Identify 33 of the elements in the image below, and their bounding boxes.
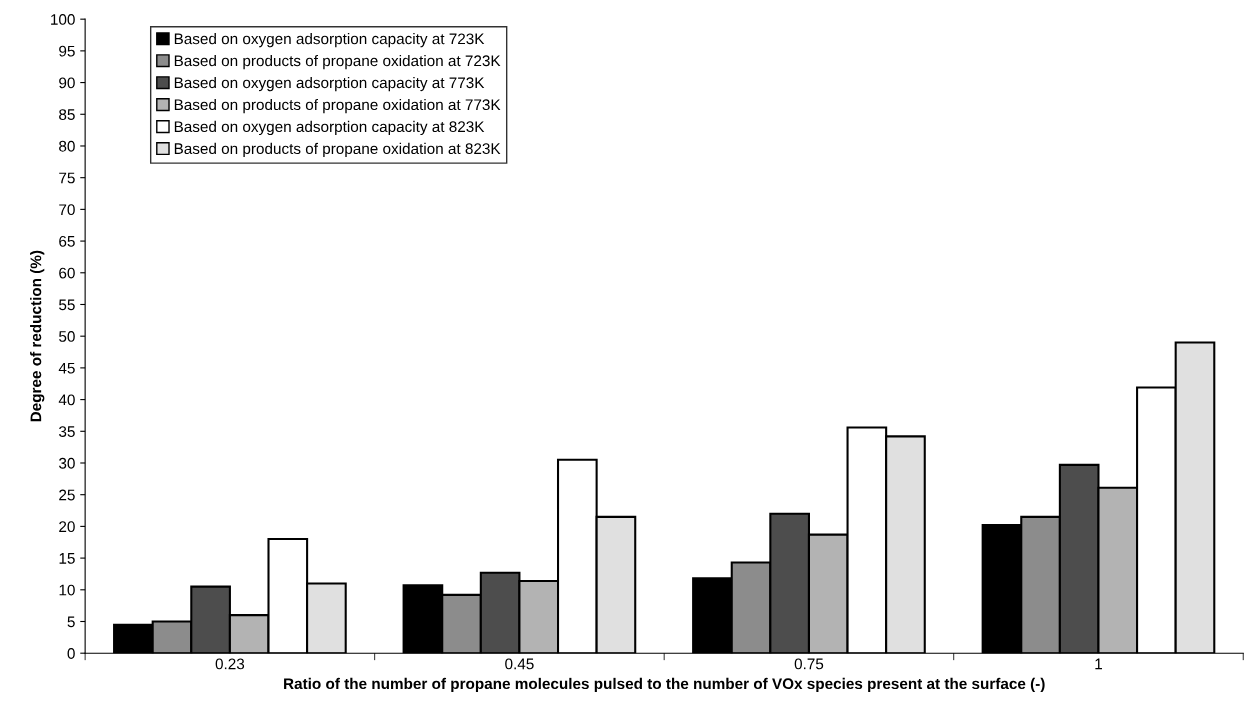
y-tick-label: 30 [59, 457, 75, 469]
y-axis-title: Degree of reduction (%) [30, 250, 45, 422]
y-tick-label: 45 [58, 362, 75, 374]
y-tick-label: 5 [67, 616, 75, 628]
y-tick-label: 70 [59, 204, 75, 216]
legend-label: Based on oxygen adsorption capacity at 723K [174, 33, 485, 48]
y-tick-label: 0 [67, 648, 75, 659]
legend-label: Based on oxygen adsorption capacity at 773K [174, 76, 485, 92]
y-tick-label: 90 [59, 77, 75, 89]
y-tick-label: 100 [51, 14, 75, 25]
legend-label: Based on products of propane oxidation at 723K [174, 54, 501, 70]
y-tick-label: 65 [59, 235, 75, 247]
x-tick-label: 0.75 [794, 658, 824, 670]
x-tick-label: 1 [1095, 658, 1102, 670]
y-tick-label: 80 [59, 140, 75, 152]
y-tick-label: 85 [59, 109, 75, 120]
y-tick-label: 40 [58, 394, 75, 406]
legend-label: Based on products of propane oxidation at 823K [174, 142, 501, 158]
x-tick-label: 0.23 [215, 658, 245, 670]
x-axis-title: Ratio of the number of propane molecules pulsed to the number of VOx species present at the surface (-) [284, 677, 1045, 693]
y-tick-label: 95 [59, 45, 75, 57]
y-tick-label: 20 [59, 521, 75, 533]
y-tick-label: 25 [59, 489, 75, 501]
legend-label: Based on oxygen adsorption capacity at 823K [174, 120, 485, 136]
legend-label: Based on products of propane oxidation at 773K [174, 98, 501, 114]
y-tick-label: 75 [59, 172, 75, 184]
x-tick-label: 0.45 [505, 658, 534, 670]
y-tick-label: 15 [59, 553, 75, 564]
y-tick-label: 35 [59, 426, 75, 437]
y-tick-label: 10 [59, 584, 75, 596]
y-tick-label: 55 [59, 299, 75, 311]
y-tick-label: 50 [59, 331, 75, 342]
y-tick-label: 60 [59, 267, 75, 279]
